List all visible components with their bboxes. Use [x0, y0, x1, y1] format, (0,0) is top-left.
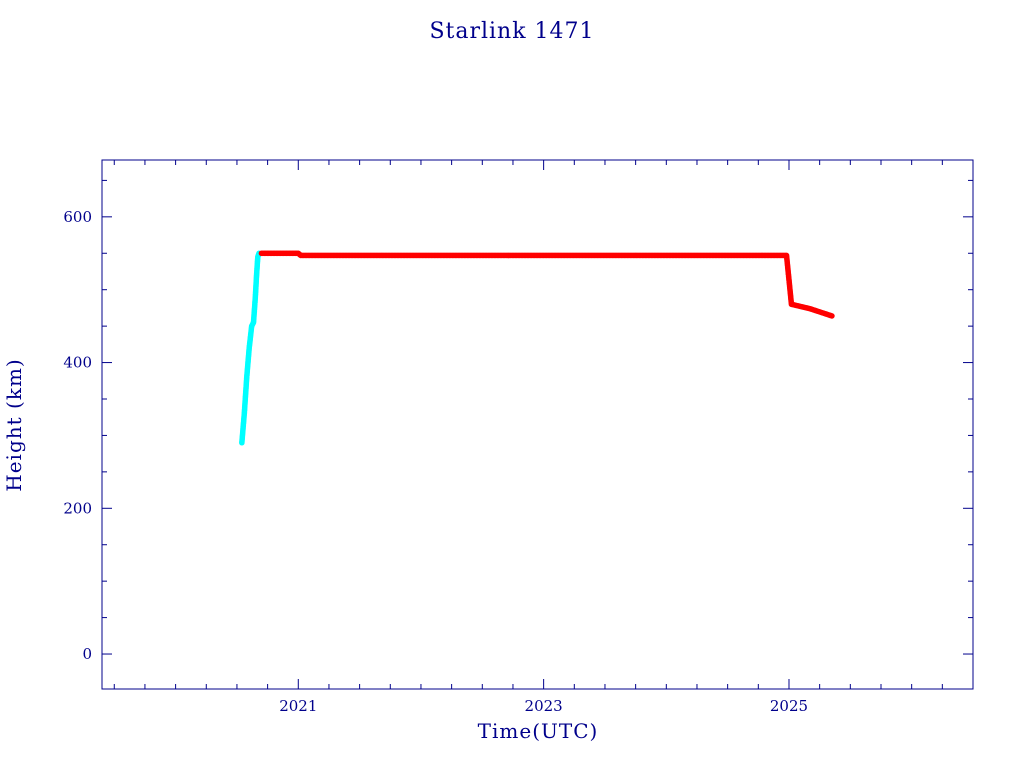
- x-axis-label: Time(UTC): [478, 719, 599, 743]
- y-axis-label: Height (km): [2, 358, 26, 491]
- chart-title: Starlink 1471: [429, 19, 594, 44]
- tick-labels: 2021 2023 2025 0 200 400 600: [63, 208, 808, 715]
- x-tick-label: 2021: [279, 697, 317, 715]
- data-series: [258, 250, 835, 319]
- y-tick-label: 0: [82, 645, 92, 663]
- axis-ticks: [102, 160, 974, 689]
- y-tick-label: 200: [63, 499, 92, 517]
- x-tick-label: 2023: [525, 697, 563, 715]
- plot-frame: [101, 159, 974, 690]
- y-tick-label: 400: [63, 354, 92, 372]
- data-series: [239, 250, 262, 446]
- data-point: [829, 313, 835, 319]
- x-tick-label: 2025: [770, 697, 808, 715]
- data-points: [239, 250, 835, 446]
- y-tick-label: 600: [63, 208, 92, 226]
